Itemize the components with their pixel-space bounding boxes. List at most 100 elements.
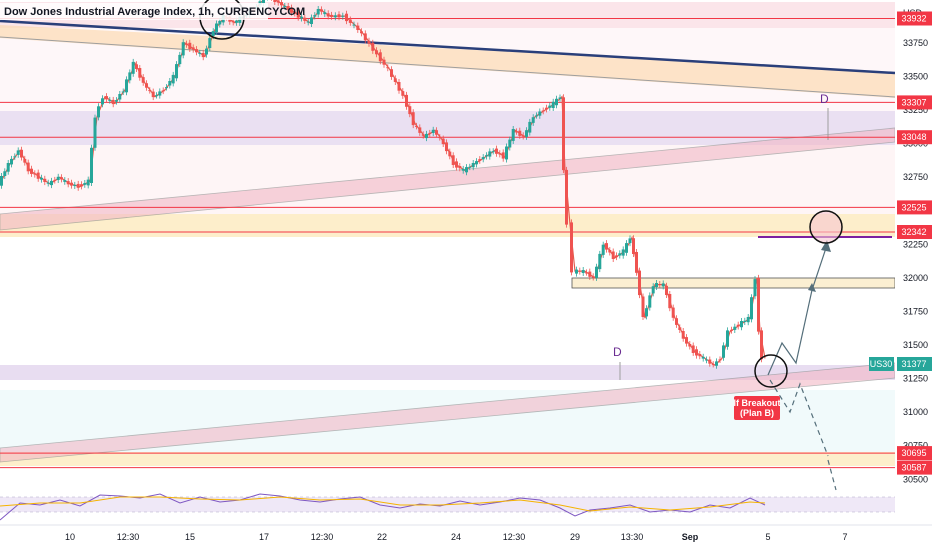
candle-body [701,356,705,359]
candle-body [155,95,158,97]
projection-layer [199,0,892,491]
candle-body [320,9,323,12]
candle-body [148,90,152,92]
candle-body [688,344,692,347]
candle-body [375,50,378,55]
x-tick-label: 22 [377,532,387,542]
candle-body [615,255,618,258]
candle-body [43,178,47,182]
candle-body [360,31,363,34]
candle-body [118,94,122,100]
candle-body [570,222,573,273]
candle-body [231,21,235,23]
x-tick-label: 13:30 [621,532,644,542]
candle-body [46,182,50,184]
candle-body [638,270,641,296]
candle-body [101,98,104,105]
y-tick-label: 30750 [903,441,928,451]
x-tick-label: 12:30 [503,532,526,542]
y-tick-label: 32250 [903,239,928,249]
candle-body [141,77,145,83]
candle-body [171,74,175,84]
breakout-note-line1: If Breakout [733,398,780,408]
candle-body [345,13,348,22]
candle-body [628,238,632,244]
rsi-pane [0,493,895,521]
candle-body [178,54,182,65]
candle-body [280,2,283,6]
candle-body [515,131,518,133]
candle-body [451,155,455,165]
candle-body [188,42,192,49]
candle-body [36,172,40,179]
level-tag [897,95,932,110]
candle-body [0,176,3,186]
candle-body [726,330,729,347]
candle-body [276,0,280,3]
candle-body [363,33,367,41]
candle-body [441,138,445,145]
y-tick-label: 32750 [903,172,928,182]
candle-body [105,96,108,100]
candle-body [448,151,452,157]
annotation-layer: D D If Breakout (Plan B) [613,92,829,420]
candle-body [488,151,492,157]
y-tick-label: 31500 [903,340,928,350]
rsi-signal-line [0,496,766,512]
price-axis[interactable]: USD 337503350033250330003275032500322503… [869,0,932,550]
candle-body [753,279,757,297]
price-series [0,0,766,366]
candle-body [578,270,582,272]
candle-body [6,163,10,172]
candle-body [588,271,592,277]
candle-body [86,179,90,186]
candle-body [635,252,638,273]
x-tick-label: 5 [765,532,770,542]
candle-body [303,17,307,21]
candle-body [97,106,100,118]
level-tag-text: 33307 [901,97,926,107]
candle-body [418,127,422,133]
candle-body [121,91,125,93]
level-tag-text: 30587 [901,463,926,473]
plan-a-arrow-mid [808,283,816,292]
candle-body [435,130,438,135]
candle-body [746,317,750,323]
candle-body [668,294,672,309]
level-tag-text: 30695 [901,448,926,458]
zone-support-box [571,277,896,289]
candle-body [691,345,695,353]
candle-body [378,52,382,62]
level-tag-text: 32342 [901,227,926,237]
level-tag-text: 33932 [901,14,926,24]
time-axis[interactable]: 10 12:30 15 17 12:30 22 24 12:30 29 13:30 Sep 5 7 [0,524,932,550]
x-tick-label: 12:30 [311,532,334,542]
candle-body [16,150,20,155]
candle-body [138,68,142,78]
candle-body [341,15,345,17]
candle-body [198,52,202,54]
candle-body [678,327,682,330]
candle-body [201,52,205,58]
candle-body [478,159,482,161]
candle-body [431,129,435,133]
candle-body [601,244,605,255]
candle-body [408,106,412,115]
candle-body [235,20,238,23]
candle-body [367,40,371,44]
candle-body [733,326,737,330]
candle-body [501,152,505,159]
breakout-note-line2: (Plan B) [740,408,774,418]
candle-body [618,253,622,256]
candle-body [665,285,668,295]
candle-body [651,286,655,294]
candle-body [671,307,675,318]
candle-body [475,161,478,165]
level-tag [897,130,932,145]
level-tag [897,446,932,461]
candle-body [125,79,128,93]
candle-body [760,330,763,360]
candle-body [80,184,83,187]
candle-body [471,163,475,168]
